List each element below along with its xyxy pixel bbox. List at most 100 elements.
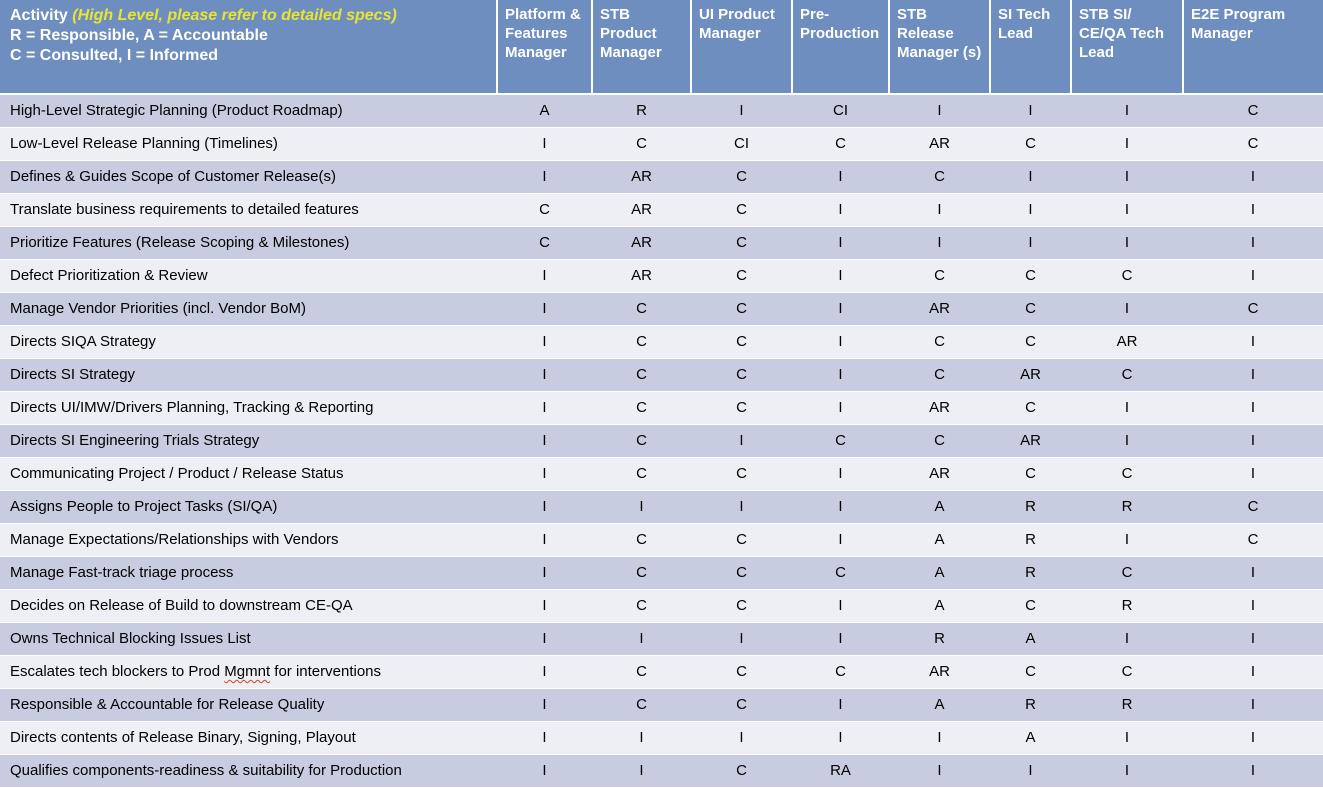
raci-cell: I	[792, 193, 889, 227]
table-row: Manage Fast-track triage process I C C C A R C I	[0, 556, 1323, 590]
raci-cell: I	[1071, 523, 1183, 557]
raci-cell: R	[889, 622, 990, 656]
raci-cell: C	[1183, 490, 1323, 524]
activity-note: (High Level, please refer to detailed sp…	[72, 7, 397, 24]
raci-cell: I	[990, 94, 1071, 128]
raci-cell: C	[889, 424, 990, 458]
raci-cell: I	[497, 457, 592, 491]
table-row: Directs SI Engineering Trials Strategy I C…	[0, 424, 1323, 458]
raci-cell: C	[990, 589, 1071, 623]
activity-cell: Directs SI Strategy	[0, 358, 497, 392]
raci-cell: A	[889, 589, 990, 623]
table-row: Prioritize Features (Release Scoping & M…	[0, 226, 1323, 260]
raci-cell: A	[497, 94, 592, 128]
raci-cell: I	[497, 292, 592, 326]
raci-cell: I	[497, 556, 592, 590]
raci-cell: I	[1071, 292, 1183, 326]
raci-cell: C	[691, 688, 792, 722]
raci-cell: I	[1183, 655, 1323, 689]
raci-cell: I	[497, 391, 592, 425]
raci-cell: I	[792, 160, 889, 194]
raci-cell: I	[497, 127, 592, 161]
raci-cell: I	[792, 292, 889, 326]
column-header-7: STB SI/ CE/QA Tech Lead	[1071, 0, 1184, 95]
raci-cell: I	[1183, 226, 1323, 260]
raci-cell: C	[792, 556, 889, 590]
raci-cell: I	[1183, 622, 1323, 656]
spellcheck-underlined-word: Mgmnt	[224, 663, 271, 680]
activity-cell: Escalates tech blockers to Prod Mgmnt fo…	[0, 655, 497, 689]
raci-cell: AR	[889, 457, 990, 491]
raci-cell: C	[592, 556, 691, 590]
table-row: Translate business requirements to detai…	[0, 193, 1323, 227]
raci-cell: I	[497, 325, 592, 359]
table-row: Defines & Guides Scope of Customer Relea…	[0, 160, 1323, 194]
raci-cell: I	[1183, 688, 1323, 722]
raci-cell: I	[792, 358, 889, 392]
raci-cell: I	[497, 160, 592, 194]
raci-cell: RA	[792, 754, 889, 788]
table-row: Escalates tech blockers to Prod Mgmnt fo…	[0, 655, 1323, 689]
raci-cell: AR	[592, 259, 691, 293]
raci-cell: I	[592, 721, 691, 755]
raci-cell: C	[990, 292, 1071, 326]
raci-cell: C	[592, 655, 691, 689]
raci-cell: C	[990, 391, 1071, 425]
raci-cell: I	[1183, 556, 1323, 590]
raci-cell: I	[1071, 391, 1183, 425]
raci-cell: AR	[889, 292, 990, 326]
raci-cell: AR	[889, 391, 990, 425]
raci-cell: C	[691, 226, 792, 260]
raci-cell: C	[592, 127, 691, 161]
raci-cell: I	[1183, 721, 1323, 755]
raci-cell: I	[1183, 589, 1323, 623]
raci-cell: I	[792, 325, 889, 359]
raci-cell: R	[990, 556, 1071, 590]
raci-cell: I	[889, 754, 990, 788]
table-row: Low-Level Release Planning (Timelines) I C…	[0, 127, 1323, 161]
raci-cell: C	[691, 160, 792, 194]
raci-cell: I	[1183, 193, 1323, 227]
activity-cell: Translate business requirements to detai…	[0, 193, 497, 227]
raci-cell: I	[889, 721, 990, 755]
raci-cell: R	[990, 490, 1071, 524]
raci-cell: I	[889, 226, 990, 260]
raci-cell: I	[691, 622, 792, 656]
raci-cell: AR	[592, 226, 691, 260]
raci-cell: C	[990, 655, 1071, 689]
raci-cell: C	[592, 325, 691, 359]
raci-cell: I	[792, 226, 889, 260]
raci-cell: C	[691, 259, 792, 293]
raci-cell: C	[990, 325, 1071, 359]
raci-cell: I	[792, 457, 889, 491]
raci-cell: C	[592, 358, 691, 392]
raci-cell: AR	[592, 160, 691, 194]
raci-cell: C	[691, 358, 792, 392]
activity-cell: High-Level Strategic Planning (Product R…	[0, 94, 497, 128]
activity-cell: Defect Prioritization & Review	[0, 259, 497, 293]
raci-table-body: High-Level Strategic Planning (Product R…	[0, 94, 1323, 788]
raci-cell: C	[691, 754, 792, 788]
raci-cell: I	[1071, 127, 1183, 161]
raci-cell: R	[1071, 589, 1183, 623]
raci-cell: I	[691, 424, 792, 458]
raci-cell: I	[497, 424, 592, 458]
raci-cell: I	[792, 589, 889, 623]
raci-cell: R	[592, 94, 691, 128]
raci-cell: A	[990, 622, 1071, 656]
raci-cell: I	[1183, 754, 1323, 788]
activity-cell: Low-Level Release Planning (Timelines)	[0, 127, 497, 161]
table-row: Manage Expectations/Relationships with V…	[0, 523, 1323, 557]
raci-cell: C	[592, 688, 691, 722]
raci-cell: I	[592, 622, 691, 656]
table-row: Directs SI Strategy I C C I C AR C I	[0, 358, 1323, 392]
header-row: Activity (High Level, please refer to de…	[0, 0, 1323, 95]
raci-cell: C	[691, 292, 792, 326]
raci-cell: C	[1071, 259, 1183, 293]
activity-title: Activity	[10, 7, 68, 24]
raci-cell: I	[691, 94, 792, 128]
raci-cell: C	[592, 424, 691, 458]
raci-cell: I	[497, 523, 592, 557]
raci-cell: C	[1071, 457, 1183, 491]
